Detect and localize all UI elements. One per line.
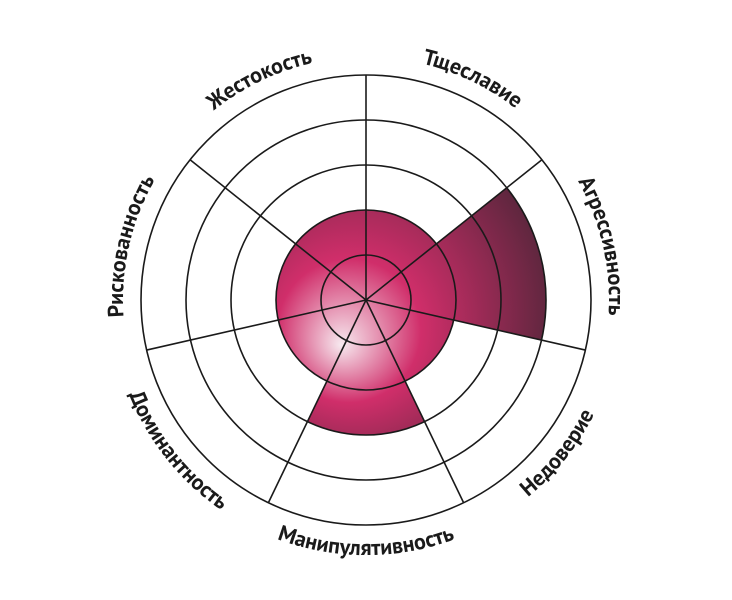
polar-area-chart: ТщеславиеАгрессивностьНедовериеМанипулят… [0, 0, 732, 600]
segment-label: Агрессивность [572, 171, 630, 316]
segment-label: Доминантность [122, 386, 233, 516]
segment-label: Рискованность [102, 169, 161, 318]
segment-label: Жестокость [200, 42, 314, 116]
